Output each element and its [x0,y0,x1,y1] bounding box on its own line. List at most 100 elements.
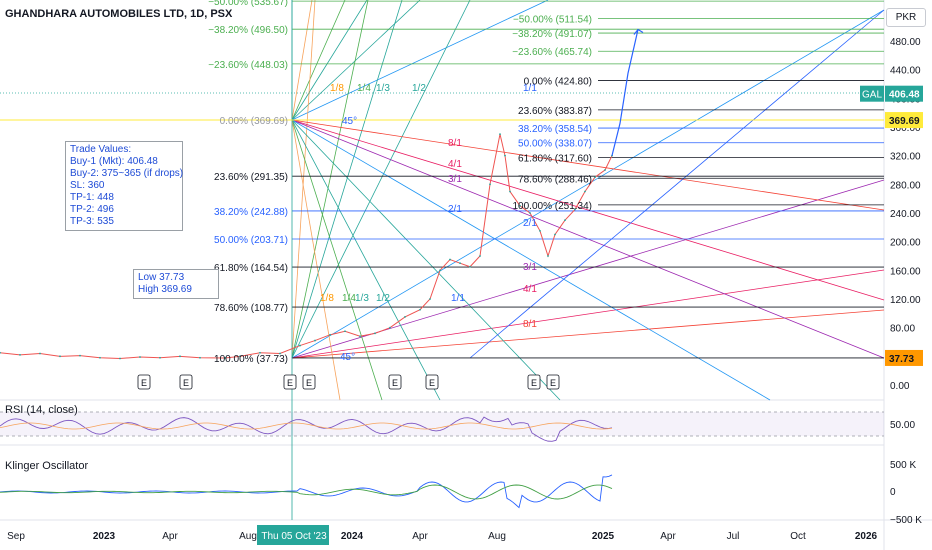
high-label: High 369.69 [138,284,192,295]
y-tick-label: 120.00 [890,295,921,306]
gann-label-bottom: 1/8 [320,293,334,304]
fib-left-label: −50.00% (535.67) [208,0,288,8]
price-point [159,356,161,359]
gann-labels: 1/8 1/4 1/3 1/2 1/11/8 1/4 1/3 1/2 1/18/14/13/12… [320,83,537,363]
earnings-marker-label: E [429,378,435,388]
fib-right-label: 100.00% (251.34) [512,201,592,212]
currency-selector[interactable]: PKR [886,8,926,27]
x-axis-label: 2024 [341,531,364,542]
projection-arrow [633,28,644,35]
price-marker-box [885,85,923,102]
price-point [79,354,81,357]
fib-right-label: 61.80% (317.60) [518,153,592,164]
price-point [529,212,531,214]
price-point [279,352,281,355]
rsi-label[interactable]: RSI (14, close) [5,404,78,416]
klinger-label[interactable]: Klinger Oscillator [5,460,89,472]
x-axis-label: Oct [790,531,806,542]
fib-left-label: 23.60% (291.35) [214,172,288,183]
gann-label-top: 1/8 [330,83,344,94]
chart-title: GHANDHARA AUTOMOBILES LTD, 1D, PSX [5,8,233,20]
price-point [594,176,596,179]
trade-line-buy2: Buy-2: 375~365 (if drops) [70,168,184,179]
price-point [564,219,566,222]
low-high-note[interactable]: Low 37.73 High 369.69 [133,269,219,299]
fib-right-label: 50.00% (338.07) [518,139,592,150]
price-point [39,352,41,355]
x-axis-crosshair-label: Thu 05 Oct '23 [261,531,327,542]
price-point [489,183,491,186]
gann-label-top: 1/3 [376,83,390,94]
price-point [314,339,316,342]
price-point [299,344,301,347]
earnings-marker-box [179,374,193,390]
gann-fan [291,0,885,401]
gann-label-ratio: 4/1 [448,159,462,170]
fib-left-label: 50.00% (203.71) [214,235,288,246]
price-point [469,265,471,268]
price-point [344,330,346,333]
price-point [199,356,201,359]
trade-values-title: Trade Values: [70,144,132,155]
fib-left-label: 38.20% (242.88) [214,207,288,218]
fib-left-label: 0.00% (369.69) [220,116,288,127]
price-point [604,169,606,171]
price-point [459,262,461,265]
gann-label-top: 1/2 [412,83,426,94]
earnings-marker-box [425,374,439,390]
gann-label-top: 1/4 [357,83,371,94]
trade-line-tp1: TP-1: 448 [70,192,114,203]
fib-right-label: −23.60% (465.74) [512,47,592,58]
fib-right-label: −50.00% (511.54) [513,14,592,25]
price-point [239,355,241,358]
price-point [139,356,141,358]
price-point [224,357,226,359]
fib-left-label: −23.60% (448.03) [208,60,288,71]
gann-label-top: 1/1 [523,83,537,94]
price-point [574,208,576,211]
fib-right-label: 38.20% (358.54) [518,124,592,135]
earnings-marker-label: E [183,378,189,388]
x-axis-label: Apr [162,531,178,542]
earnings-marker-box [137,374,151,390]
y-tick-label: 480.00 [890,37,921,48]
earnings-marker-box [546,374,560,390]
price-point [329,333,331,336]
trade-values-note[interactable]: Trade Values: Buy-1 (Mkt): 406.48 Buy-2:… [65,141,183,231]
fib-right-label: −38.20% (491.07) [512,29,592,40]
gann-label-ratio: 3/1 [448,174,462,185]
rsi-tick-label: 50.00 [890,420,915,431]
price-point [19,354,21,356]
earnings-marker-label: E [287,378,293,388]
y-tick-label: 80.00 [890,324,915,335]
y-tick-label: 320.00 [890,152,921,163]
fib-right-lines [598,17,884,206]
y-tick-label: 280.00 [890,180,921,191]
x-axis-crosshair-box [257,525,329,545]
y-tick-label: 360.00 [890,123,921,134]
x-axis-label: 2025 [592,531,615,542]
price-point [119,357,121,360]
rsi-ma-line [0,422,613,430]
y-tick-label: 0.00 [890,381,910,392]
price-markers: 406.48 369.69 37.73 GAL [860,85,923,366]
price-point [259,351,261,354]
gann-label-bottom: 1/2 [376,293,390,304]
fib-left-labels: −50.00% (535.67) −38.20% (496.50) −23.60% … [208,0,288,365]
rsi-band [0,412,884,436]
earnings-marker-box [388,374,402,390]
fib-left-label: 100.00% (37.73) [214,354,288,365]
price-point [519,204,521,207]
price-point [59,355,61,358]
earnings-marker-label: E [550,378,556,388]
fib-right-label: 78.60% (288.46) [518,174,592,185]
price-marker-box [885,349,923,366]
x-axis-label: Apr [412,531,428,542]
klinger-line [0,474,613,509]
price-point [429,298,431,300]
symbol-tag-box [860,85,884,102]
x-axis-label: 2023 [93,531,116,542]
trade-line-tp2: TP-2: 496 [70,204,114,215]
gann-label-bottom: 1/3 [355,293,369,304]
